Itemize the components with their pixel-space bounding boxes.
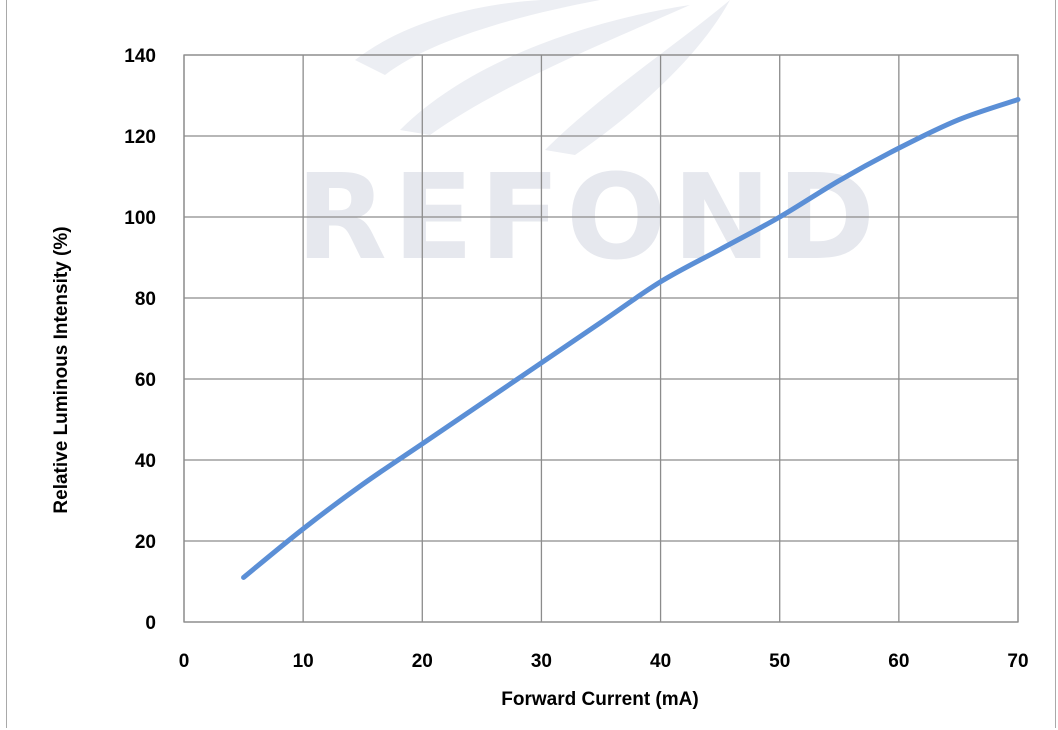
x-tick-label-0: 0 [179, 651, 190, 672]
y-tick-label-80: 80 [135, 289, 156, 310]
x-tick-label-20: 20 [412, 651, 433, 672]
x-tick-label-10: 10 [293, 651, 314, 672]
x-tick-label-30: 30 [531, 651, 552, 672]
grid [183, 54, 1019, 623]
y-tick-label-60: 60 [135, 370, 156, 391]
watermark-swoosh-2 [400, 5, 690, 135]
watermark: REFOND [296, 0, 875, 286]
x-tick-label-60: 60 [888, 651, 909, 672]
series-layer [241, 97, 1021, 580]
watermark-swoosh-3 [545, 0, 730, 155]
y-tick-label-120: 120 [124, 127, 156, 148]
y-tick-label-0: 0 [145, 613, 156, 634]
chart-frame [6, 0, 1056, 728]
x-axis-title: Forward Current (mA) [501, 689, 698, 710]
x-tick-label-40: 40 [650, 651, 671, 672]
tick-labels: 0 10 20 30 40 50 60 70 0 20 40 60 80 100 120 140 [124, 46, 1028, 672]
y-tick-label-20: 20 [135, 532, 156, 553]
watermark-swoosh-1 [355, 0, 600, 75]
plot-area-border [183, 54, 1019, 623]
y-axis-title: Relative Luminous Intensity (%) [51, 226, 72, 513]
y-tick-label-100: 100 [124, 208, 156, 229]
x-tick-label-70: 70 [1007, 651, 1028, 672]
x-tick-label-50: 50 [769, 651, 790, 672]
y-tick-label-140: 140 [124, 46, 156, 67]
series-line-0 [241, 97, 1021, 580]
y-tick-label-40: 40 [135, 451, 156, 472]
